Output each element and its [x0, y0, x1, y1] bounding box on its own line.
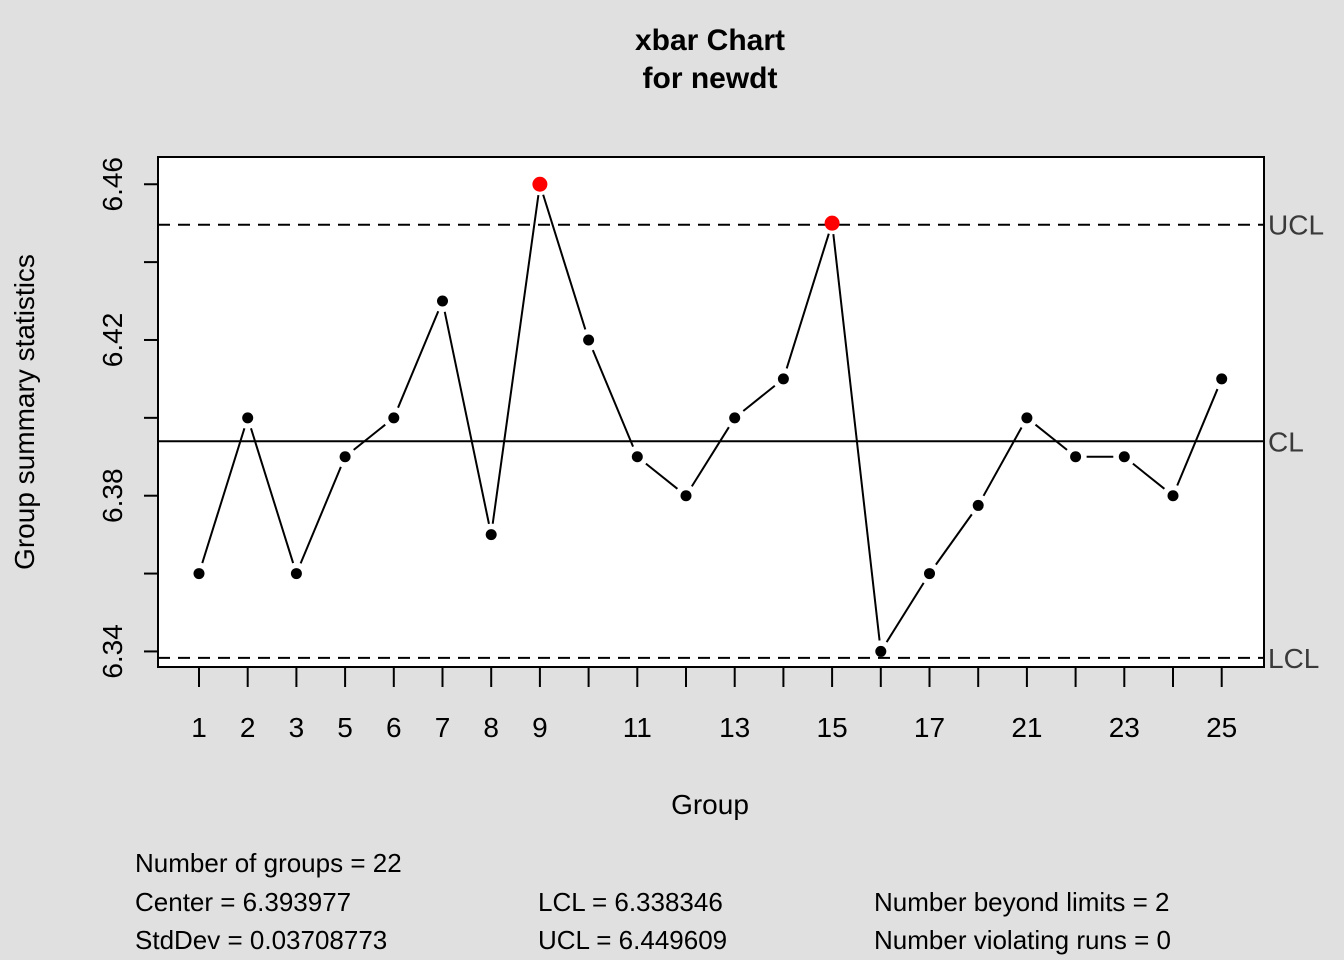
x-axis-title: Group	[671, 789, 749, 820]
data-point	[631, 451, 643, 463]
series-segment	[1176, 388, 1219, 486]
data-point	[485, 529, 497, 541]
x-tick-label: 5	[337, 712, 353, 743]
y-tick-label: 6.42	[97, 313, 128, 368]
series-segment	[201, 428, 246, 564]
series-segment	[542, 194, 587, 330]
series-segment	[885, 582, 925, 643]
x-tick-label: 11	[623, 712, 652, 743]
control-limits: UCL CL LCL	[158, 210, 1324, 674]
violation-point	[532, 176, 548, 192]
y-tick-label: 6.46	[97, 157, 128, 212]
cl-label: CL	[1268, 426, 1304, 457]
x-tick-label: 3	[289, 712, 305, 743]
lcl-label: LCL	[1268, 643, 1319, 674]
x-tick-label: 9	[532, 712, 548, 743]
data-point	[875, 645, 887, 657]
stat-stddev: StdDev = 0.03708773	[135, 925, 387, 955]
data-point	[583, 334, 595, 346]
series-segment	[785, 233, 830, 369]
data-point	[680, 490, 692, 502]
stat-violating-runs: Number violating runs = 0	[874, 925, 1171, 955]
chart-subtitle: for newdt	[643, 62, 778, 95]
data-point	[193, 568, 205, 580]
x-tick-label: 7	[435, 712, 451, 743]
y-tick-label: 6.34	[97, 624, 128, 679]
violation-point	[824, 215, 840, 231]
series-segment	[397, 310, 440, 409]
series-segment	[982, 426, 1023, 497]
data-point	[1021, 412, 1033, 424]
stat-groups: Number of groups = 22	[135, 848, 402, 878]
ucl-label: UCL	[1268, 210, 1324, 241]
chart-title: xbar Chart	[635, 24, 785, 57]
x-tick-label: 8	[483, 712, 499, 743]
plot-area	[157, 156, 1265, 668]
data-point	[1070, 451, 1082, 463]
data-point	[924, 568, 935, 580]
summary-stats: Number of groups = 22 Center = 6.393977 …	[135, 848, 1171, 955]
series-line	[201, 194, 1219, 643]
series-segment	[443, 311, 490, 525]
stat-beyond-limits: Number beyond limits = 2	[874, 887, 1170, 917]
series-segment	[250, 428, 295, 564]
stat-lcl: LCL = 6.338346	[538, 887, 723, 917]
data-point	[339, 451, 351, 463]
x-tick-label: 17	[914, 712, 945, 743]
series-segment	[935, 513, 973, 566]
stat-ucl: UCL = 6.449609	[538, 925, 727, 955]
series-segment	[645, 462, 679, 490]
x-tick-label: 1	[191, 712, 207, 743]
x-tick-label: 2	[240, 712, 256, 743]
series-segment	[353, 423, 386, 451]
series-segment	[591, 349, 634, 448]
data-point	[972, 499, 984, 511]
data-point	[1167, 490, 1179, 502]
series-segment	[1034, 423, 1068, 451]
x-tick-label: 21	[1011, 712, 1042, 743]
y-axis: 6.34 6.38 6.42 6.46	[97, 157, 158, 679]
data-point	[729, 412, 741, 424]
data-point	[1216, 373, 1228, 385]
data-point	[388, 412, 400, 424]
y-tick-label: 6.38	[97, 468, 128, 522]
stat-center: Center = 6.393977	[135, 887, 351, 917]
data-point	[1118, 451, 1130, 463]
series-segment	[690, 426, 730, 487]
series-segment	[832, 233, 881, 641]
x-tick-label: 15	[817, 712, 848, 743]
data-point	[242, 412, 254, 424]
x-tick-label: 6	[386, 712, 402, 743]
series-segment	[742, 384, 776, 412]
x-tick-label: 25	[1206, 712, 1237, 743]
x-tick-label: 23	[1109, 712, 1140, 743]
data-points	[193, 176, 1228, 657]
data-point	[777, 373, 789, 385]
series-segment	[299, 466, 342, 564]
x-tick-label: 13	[719, 712, 750, 743]
series-segment	[1132, 462, 1166, 490]
y-axis-title: Group summary statistics	[9, 254, 40, 570]
x-axis: 1 2 3 5 6 7 8 9 11 13 15 17 21 23 25	[191, 667, 1237, 743]
data-point	[290, 568, 302, 580]
series-segment	[491, 195, 540, 524]
data-point	[437, 295, 448, 307]
